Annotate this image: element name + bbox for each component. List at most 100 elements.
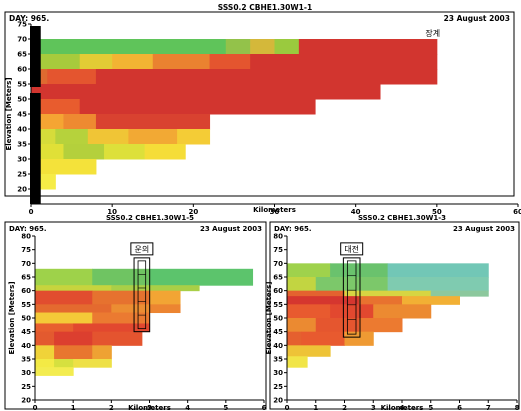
heatmap-cell xyxy=(92,290,150,305)
y-tick-label: 35 xyxy=(21,356,31,364)
y-tick-label: 70 xyxy=(17,36,27,44)
heatmap-cell xyxy=(274,39,300,55)
heatmap-cell xyxy=(287,277,317,292)
heatmap-cell xyxy=(63,114,97,130)
heatmap-cell xyxy=(287,296,360,305)
y-tick-label: 40 xyxy=(21,342,31,350)
heatmap-cell xyxy=(54,359,74,368)
x-tick-label: 10 xyxy=(107,208,117,216)
x-tick-label: 1 xyxy=(71,404,76,411)
y-tick-label: 35 xyxy=(273,356,283,364)
heatmap-cell xyxy=(54,331,93,346)
heatmap-cell xyxy=(92,331,143,346)
heatmap-cell xyxy=(31,54,81,70)
heatmap-cell xyxy=(144,144,186,160)
heatmap-cell xyxy=(79,54,113,70)
heatmap-cell xyxy=(149,268,254,286)
date-label: 23 August 2003 xyxy=(453,225,515,233)
heatmap-cell xyxy=(79,99,316,115)
heatmap-cell xyxy=(402,296,460,305)
heatmap-cell xyxy=(301,331,345,346)
x-tick-label: 4 xyxy=(400,404,405,411)
x-tick-label: 2 xyxy=(342,404,347,411)
heatmap-cell xyxy=(344,290,432,297)
day-label: DAY: 965. xyxy=(274,225,312,233)
heatmap-cell xyxy=(298,39,438,55)
heatmap-cell xyxy=(35,290,93,305)
heatmap-cell xyxy=(128,129,178,145)
x-tick-label: 4 xyxy=(185,404,190,411)
y-tick-label: 45 xyxy=(21,328,31,336)
x-tick-label: 40 xyxy=(351,208,361,216)
heatmap-cell xyxy=(35,268,93,286)
heatmap-cell xyxy=(111,304,150,314)
y-tick-label: 35 xyxy=(17,141,27,149)
x-axis-label: Kilometers xyxy=(128,404,171,411)
y-tick-label: 45 xyxy=(17,111,27,119)
heatmap-cell xyxy=(287,356,308,368)
heatmap-cell xyxy=(387,263,489,278)
x-tick-label: 3 xyxy=(371,404,376,411)
heatmap-cell xyxy=(35,304,112,314)
y-tick-label: 45 xyxy=(273,328,283,336)
heatmap-cell xyxy=(287,331,302,346)
heatmap-cell xyxy=(287,345,331,357)
y-tick-label: 75 xyxy=(273,246,283,254)
heatmap-cell xyxy=(73,323,150,333)
y-tick-label: 30 xyxy=(273,369,283,377)
heatmap-cell xyxy=(35,345,55,360)
y-tick-label: 55 xyxy=(273,301,283,309)
heatmap-cell xyxy=(177,129,211,145)
sensor-column-outline xyxy=(133,257,151,333)
heatmap-cell xyxy=(35,331,55,346)
date-label: 23 August 2003 xyxy=(200,225,262,233)
heatmap-cell xyxy=(95,69,438,85)
heatmap-cell xyxy=(358,296,403,305)
chart-title: SSS0.2 CBHE1.30W1-3 xyxy=(358,214,446,222)
heatmap-cell xyxy=(63,144,105,160)
y-tick-label: 20 xyxy=(21,397,31,405)
y-tick-label: 50 xyxy=(17,96,27,104)
x-tick-label: 60 xyxy=(513,208,521,216)
heatmap-cell xyxy=(95,114,211,130)
x-tick-label: 0 xyxy=(285,404,290,411)
annotation-box xyxy=(340,242,364,256)
y-tick-label: 75 xyxy=(21,246,31,254)
heatmap-cell xyxy=(31,159,97,175)
y-tick-label: 30 xyxy=(17,156,27,164)
y-axis-label: Elevation [Meters] xyxy=(8,281,16,354)
heatmap-cell xyxy=(315,277,389,292)
x-tick-label: 2 xyxy=(109,404,114,411)
heatmap-cell xyxy=(55,129,89,145)
x-tick-label: 5 xyxy=(428,404,433,411)
heatmap-cell xyxy=(387,277,489,292)
x-tick-label: 0 xyxy=(33,404,38,411)
heatmap-cell xyxy=(73,359,112,368)
heatmap-cell xyxy=(112,54,154,70)
heatmap-cell xyxy=(373,304,432,319)
heatmap-cell xyxy=(225,39,251,55)
y-tick-label: 80 xyxy=(273,233,283,241)
heatmap-cell xyxy=(430,290,489,297)
x-tick-label: 50 xyxy=(432,208,442,216)
heatmap-cell xyxy=(149,304,181,314)
y-tick-label: 50 xyxy=(21,315,31,323)
top-panel-chart: SSS0.2 CBHE1.30W1-1 DAY: 965. 23 August 20… xyxy=(4,3,521,216)
y-tick-label: 40 xyxy=(273,342,283,350)
y-tick-label: 50 xyxy=(273,315,283,323)
x-tick-label: 7 xyxy=(486,404,491,411)
x-tick-label: 5 xyxy=(223,404,228,411)
heatmap-cells xyxy=(287,263,489,368)
y-tick-label: 55 xyxy=(17,81,27,89)
x-tick-label: 1 xyxy=(313,404,318,411)
heatmap-cell xyxy=(47,69,97,85)
y-axis-label: Elevation [Meters] xyxy=(5,77,13,150)
x-tick-label: 6 xyxy=(262,404,267,411)
y-tick-label: 60 xyxy=(21,287,31,295)
chart-title: SSS0.2 CBHE1.30W1-1 xyxy=(218,3,312,12)
y-tick-label: 65 xyxy=(17,51,27,59)
date-label: 23 August 2003 xyxy=(444,14,510,23)
annotation-label: 대전 xyxy=(344,244,359,254)
heatmap-cell xyxy=(92,312,150,324)
